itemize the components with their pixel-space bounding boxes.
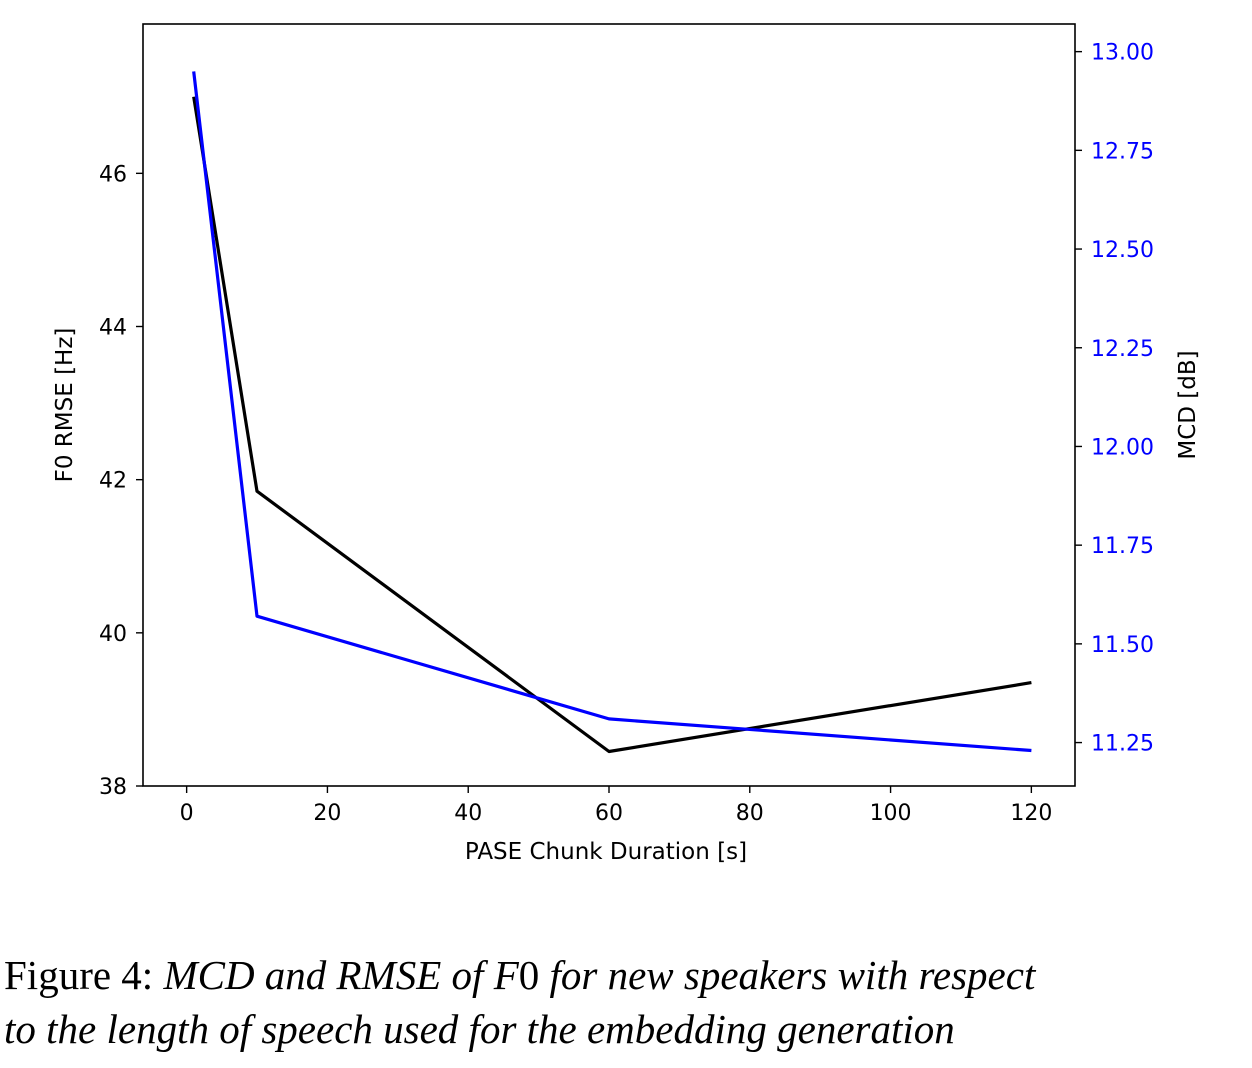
left-y-tick-label: 46 <box>99 162 127 187</box>
plot-frame <box>142 23 1076 787</box>
x-tick-label: 20 <box>313 801 341 826</box>
caption-digit: 0 <box>518 952 540 998</box>
caption-text-1: MCD and RMSE of <box>163 952 494 998</box>
x-axis-title: PASE Chunk Duration [s] <box>465 839 747 865</box>
x-tick-label: 100 <box>870 801 912 826</box>
caption-symbol: F <box>493 952 519 998</box>
series-layer <box>192 71 1032 754</box>
right-y-tick-label: 12.00 <box>1091 435 1154 460</box>
plot-area <box>142 23 1076 787</box>
right-y-tick-label: 12.75 <box>1091 139 1154 164</box>
caption-text-2: for new speakers with respect <box>539 952 1036 998</box>
right-y-tick-label: 11.50 <box>1091 633 1154 658</box>
caption-prefix: Figure 4: <box>4 952 164 998</box>
x-axis: 0 20 40 60 80 100 120 <box>180 786 1052 826</box>
right-y-tick-label: 13.00 <box>1091 41 1154 66</box>
right-y-axis-title: MCD [dB] <box>1175 350 1201 459</box>
mcd-line <box>192 71 1032 753</box>
left-y-tick-label: 44 <box>99 316 127 341</box>
left-y-axis-title: F0 RMSE [Hz] <box>52 328 78 483</box>
caption-line-2: to the length of speech used for the emb… <box>4 1006 955 1052</box>
x-tick-label: 60 <box>595 801 623 826</box>
left-y-axis: 38 40 42 44 46 <box>99 162 143 800</box>
left-y-tick-label: 40 <box>99 622 127 647</box>
x-tick-label: 0 <box>180 801 194 826</box>
right-y-tick-label: 12.50 <box>1091 238 1154 263</box>
right-y-tick-label: 11.75 <box>1091 534 1154 559</box>
f0-rmse-line <box>192 96 1032 754</box>
left-y-tick-label: 42 <box>99 469 127 494</box>
left-y-tick-label: 38 <box>99 775 127 800</box>
x-tick-label: 120 <box>1010 801 1052 826</box>
right-y-tick-label: 12.25 <box>1091 337 1154 362</box>
x-tick-label: 40 <box>454 801 482 826</box>
x-tick-label: 80 <box>736 801 764 826</box>
right-y-tick-label: 11.25 <box>1091 732 1154 757</box>
figure-caption: Figure 4: MCD and RMSE of F0 for new spe… <box>4 948 1252 1056</box>
right-y-axis: 11.25 11.50 11.75 12.00 12.25 12.50 12.75 13.00 <box>1075 41 1154 757</box>
caption-line-1: Figure 4: MCD and RMSE of F0 for new spe… <box>4 948 1252 1002</box>
